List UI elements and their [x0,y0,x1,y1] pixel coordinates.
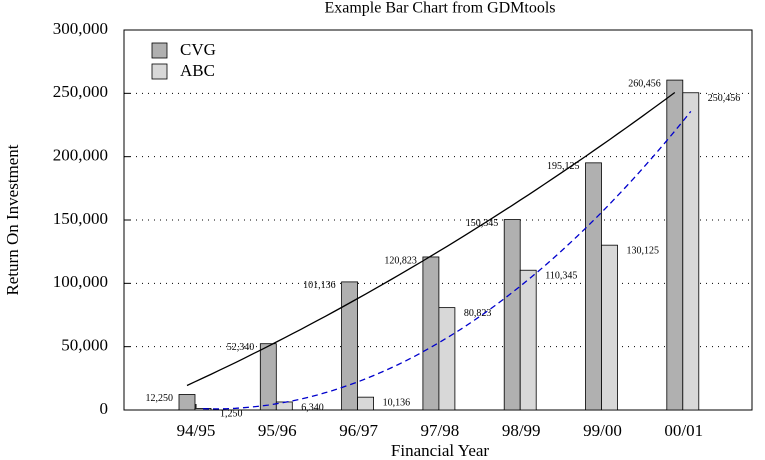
y-tick-label: 150,000 [53,209,108,228]
x-tick-label: 96/97 [339,421,378,440]
legend-label: CVG [180,40,216,59]
legend-swatch [151,42,168,59]
bar [357,396,375,411]
bar [666,79,684,411]
bar [341,281,359,411]
bar [682,92,700,411]
bar [519,269,537,411]
data-label: 260,456 [628,78,661,89]
x-axis-label: Financial Year [391,441,490,460]
data-label: 6,340 [301,402,324,413]
data-label: 12,250 [146,393,174,404]
trend-line [202,110,692,410]
bar [422,256,440,411]
y-tick-label: 100,000 [53,272,108,291]
y-axis-label: Return On Investment [3,144,22,295]
y-tick-label: 300,000 [53,19,108,38]
data-label: 52,340 [227,342,255,353]
data-label: 250,456 [708,93,741,104]
data-label: 10,136 [383,397,411,408]
bar [503,219,521,411]
data-label: 101,136 [303,280,336,291]
data-label: 1,250 [220,409,243,420]
legend-label: ABC [180,61,215,80]
x-tick-label: 95/96 [258,421,297,440]
x-tick-label: 98/99 [502,421,541,440]
x-tick-label: 99/00 [583,421,622,440]
bar [438,307,456,411]
data-label: 195,125 [547,161,580,172]
data-label: 80,823 [464,308,492,319]
x-tick-label: 97/98 [421,421,460,440]
x-tick-label: 94/95 [177,421,216,440]
data-label: 130,125 [627,245,660,256]
bar [585,162,602,411]
legend-swatch [151,63,168,80]
bar [601,244,618,411]
data-label: 110,345 [545,271,577,282]
y-tick-label: 50,000 [61,336,108,355]
bar [259,343,277,411]
trend-line [186,91,676,387]
data-label: 150,345 [466,218,499,229]
chart-title: Example Bar Chart from GDMtools [324,0,555,17]
bar [275,401,293,411]
bar [178,394,196,411]
x-tick-label: 00/01 [664,421,703,440]
y-tick-label: 250,000 [53,82,108,101]
y-tick-label: 0 [100,399,109,418]
data-label: 120,823 [384,255,417,266]
y-tick-label: 200,000 [53,146,108,165]
